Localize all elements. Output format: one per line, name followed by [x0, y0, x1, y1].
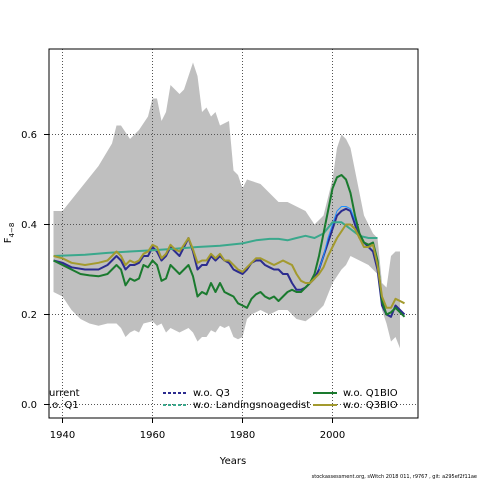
legend-label-0: urrent [49, 388, 80, 399]
x-tick-label-3: 2000 [320, 430, 345, 441]
confidence-band [53, 62, 400, 349]
series-line-1 [318, 206, 360, 270]
x-tick-label-2: 1980 [230, 430, 255, 441]
confidence-band-layer [53, 62, 400, 349]
y-tick-label-1: 0.2 [21, 310, 37, 321]
legend-label-1: .o. Q1 [49, 400, 79, 411]
footer-note: stockassessment.org, sWitch 2018 011, r9… [312, 474, 477, 480]
y-tick-label-0: 0.0 [21, 400, 37, 411]
x-axis-label: Years [219, 456, 246, 467]
legend-label-4: w.o. Q1BIO [343, 388, 398, 399]
series-line-0 [53, 207, 406, 318]
x-tick-label-0: 1940 [50, 430, 75, 441]
plot-frame [48, 48, 419, 419]
y-axis-label: F4−8 [3, 223, 16, 244]
series-line-3 [53, 174, 406, 318]
series-line-2 [53, 221, 378, 257]
legend-label-3: w.o. Landingsnoagedist [193, 400, 310, 411]
legend: urrent.o. Q1 w.o. Q3w.o. Landingsnoagedis… [49, 388, 398, 411]
x-tick-label-1: 1960 [140, 430, 165, 441]
legend-label-2: w.o. Q3 [193, 388, 230, 399]
y-tick-label-3: 0.6 [21, 130, 37, 141]
svg-text:F4−8: F4−8 [3, 223, 16, 244]
series-line-4 [53, 223, 405, 309]
y-axis-label-main: F [3, 237, 14, 243]
y-tick-label-2: 0.4 [21, 220, 37, 231]
y-axis-label-sub: 4−8 [8, 223, 16, 238]
series-layer [53, 174, 406, 318]
legend-label-5: w.o. Q3BIO [343, 400, 398, 411]
tick-layer: 1940 1960 1980 2000 0.0 0.2 0.4 0.6 [21, 130, 345, 441]
